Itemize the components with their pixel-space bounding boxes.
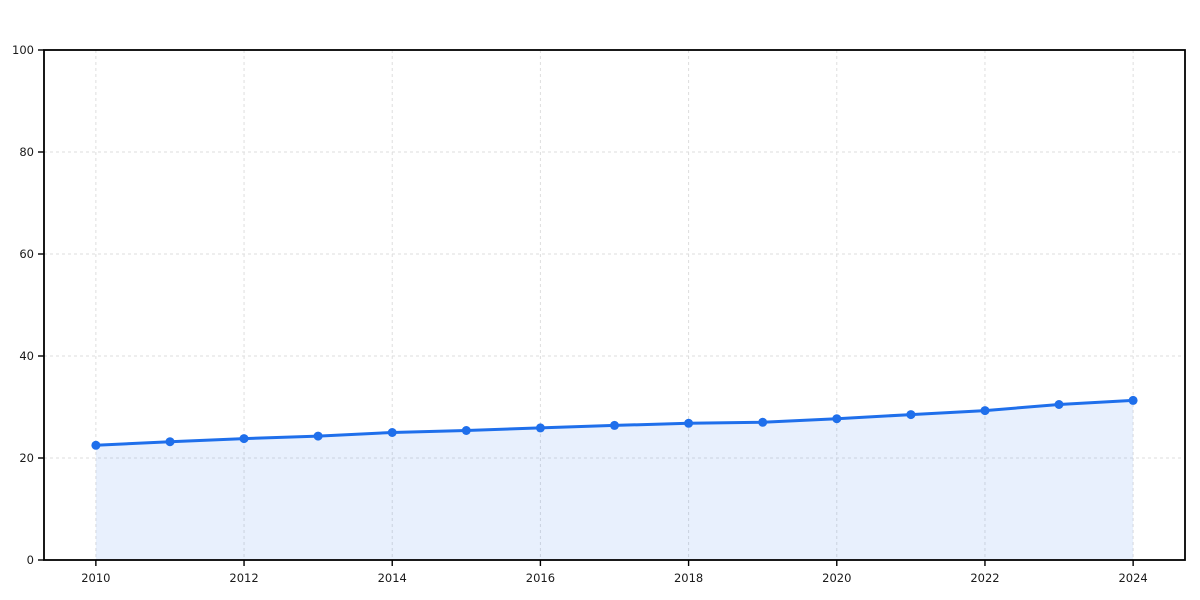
y-tick-label: 40 (19, 349, 34, 363)
x-tick-label: 2014 (378, 571, 407, 585)
data-point (91, 440, 101, 450)
y-tick-label: 60 (19, 247, 34, 261)
data-point (313, 431, 323, 441)
y-tick-label: 100 (12, 43, 34, 57)
area-fill (95, 400, 1134, 560)
data-point (535, 423, 545, 433)
y-tick-label: 20 (19, 451, 34, 465)
x-tick-label: 2020 (822, 571, 851, 585)
data-point (387, 428, 397, 437)
data-point (832, 414, 842, 424)
data-point (758, 417, 768, 427)
x-tick-label: 2024 (1118, 571, 1147, 585)
data-point (610, 420, 619, 430)
data-point (239, 434, 249, 444)
data-point (1054, 400, 1064, 409)
plot-border (43, 49, 1186, 561)
data-point (461, 426, 471, 435)
y-tick-label: 80 (19, 145, 34, 159)
x-tick-label: 2016 (526, 571, 555, 585)
x-tick-label: 2018 (674, 571, 703, 585)
data-point (165, 437, 175, 447)
data-point (1128, 395, 1138, 405)
data-point (906, 410, 916, 420)
y-tick-label: 0 (27, 553, 34, 567)
data-point (684, 418, 694, 428)
x-tick-label: 2010 (81, 571, 110, 585)
x-tick-label: 2012 (229, 571, 258, 585)
data-point (980, 406, 990, 416)
x-tick-label: 2022 (970, 571, 999, 585)
